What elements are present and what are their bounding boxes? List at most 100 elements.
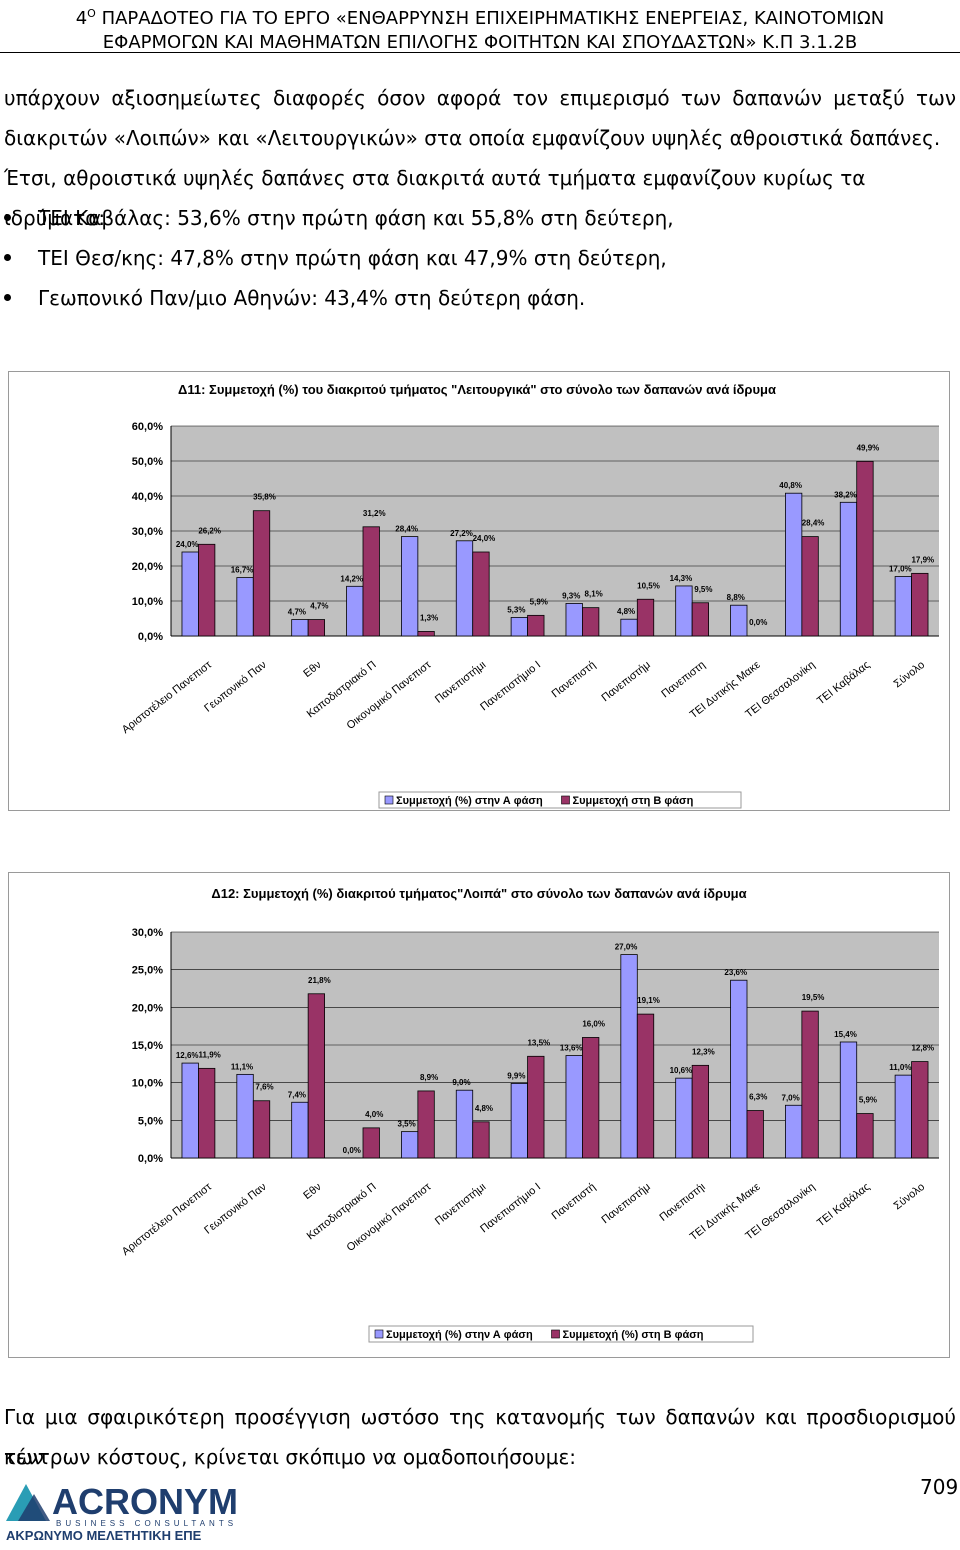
y-tick-label: 30,0% <box>132 927 163 939</box>
bar <box>236 577 254 637</box>
data-label: 17,9% <box>911 555 934 564</box>
chart-d12-svg: Δ12: Συμμετοχή (%) διακριτού τμήματος"Λο… <box>120 886 939 1343</box>
bar <box>839 501 858 637</box>
bar <box>636 1013 655 1159</box>
legend-label: Συμμετοχή (%) στην Α φάση <box>396 795 543 807</box>
bar <box>894 576 912 637</box>
bar <box>565 603 583 637</box>
bar <box>362 526 380 637</box>
bullet-icon <box>4 254 11 261</box>
page-number: 709 <box>920 1475 959 1499</box>
logo-name: ACRONYM <box>52 1481 238 1522</box>
data-label: 4,8% <box>475 1104 493 1113</box>
x-tick-label: Πανεπιστήμι <box>433 1181 489 1228</box>
legend-swatch <box>374 1329 384 1339</box>
y-tick-label: 20,0% <box>132 561 163 573</box>
bar <box>198 1067 216 1159</box>
y-tick-label: 25,0% <box>132 965 163 977</box>
data-label: 1,3% <box>420 613 438 622</box>
data-label: 23,6% <box>724 968 747 977</box>
data-label: 8,1% <box>585 590 603 599</box>
legend-label: Συμμετοχή (%) στην Α φάση <box>386 1329 533 1341</box>
header-line-1: ΠΑΡΑΔΟΤΕΟ ΓΙΑ ΤΟ ΕΡΓΟ «ΕΝΘΑΡΡΥΝΣΗ ΕΠΙΧΕΙ… <box>101 8 885 29</box>
intro-line-2: διακριτών «Λοιπών» και «Λειτουργικών» στ… <box>4 126 941 150</box>
outro-line-2: κέντρων κόστους, κρίνεται σκόπιμο να ομα… <box>4 1445 577 1469</box>
bar <box>582 607 600 637</box>
data-label: 19,1% <box>637 996 660 1005</box>
x-tick-label: Σύνολο <box>892 1181 928 1212</box>
bar <box>307 619 325 637</box>
logo-graphic: ACRONYM BUSINESS CONSULTANTS ΑΚΡΩΝΥΜΟ ΜΕ… <box>6 1481 238 1543</box>
data-label: 11,1% <box>231 1062 253 1071</box>
institution-list: ΤΕΙ Καβάλας: 53,6% στην πρώτη φάση και 5… <box>0 198 674 318</box>
data-label: 4,0% <box>365 1110 383 1119</box>
bar <box>636 598 655 637</box>
outro-line-1: Για μια σφαιρικότερη προσέγγιση ωστόσο τ… <box>4 1405 956 1469</box>
list-item: Γεωπονικό Παν/μιο Αθηνών: 43,4% στη δεύτ… <box>0 278 674 318</box>
header-number: 4 <box>75 8 88 29</box>
list-item-text: ΤΕΙ Θεσ/κης: 47,8% στην πρώτη φάση και 4… <box>38 246 667 270</box>
bar <box>346 585 364 637</box>
data-label: 0,0% <box>749 618 767 627</box>
bar <box>911 1061 929 1159</box>
data-label: 5,3% <box>507 605 525 614</box>
bar <box>510 617 528 637</box>
bar <box>417 1090 435 1159</box>
chart-d12: Δ12: Συμμετοχή (%) διακριτού τμήματος"Λο… <box>8 872 950 1358</box>
bar <box>839 1041 858 1159</box>
company-logo: ACRONYM BUSINESS CONSULTANTS ΑΚΡΩΝΥΜΟ ΜΕ… <box>4 1476 254 1546</box>
x-tick-label: Πανεπιστήμι <box>433 659 489 706</box>
data-label: 5,9% <box>530 597 548 606</box>
list-item-text: Γεωπονικό Παν/μιο Αθηνών: 43,4% στη δεύτ… <box>38 286 586 310</box>
y-tick-label: 10,0% <box>132 1078 163 1090</box>
data-label: 9,3% <box>562 591 580 600</box>
intro-line-3: Έτσι, αθροιστικά υψηλές δαπάνες στα διακ… <box>4 166 866 230</box>
bar <box>620 954 638 1159</box>
legend <box>368 1325 754 1343</box>
x-tick-label: Πανεπιστήι <box>657 1181 708 1224</box>
chart-d11-svg: Δ11: Συμμετοχή (%) του διακριτού τμήματο… <box>120 382 939 809</box>
bar <box>785 492 803 637</box>
bar <box>400 1131 419 1159</box>
logo-triangle-accent-icon <box>18 1494 50 1521</box>
data-label: 11,9% <box>199 1050 221 1059</box>
y-tick-label: 5,0% <box>138 1115 163 1127</box>
data-label: 11,0% <box>889 1063 911 1072</box>
bar <box>675 585 693 637</box>
bar <box>527 1055 545 1159</box>
bar <box>620 618 638 637</box>
y-tick-label: 50,0% <box>132 456 163 468</box>
legend-label: Συμμετοχή στη Β φάση <box>573 795 694 807</box>
bar <box>510 1083 528 1159</box>
data-label: 38,2% <box>834 490 857 499</box>
bar <box>455 1089 474 1159</box>
data-label: 0,0% <box>343 1146 361 1155</box>
bullet-icon <box>4 214 11 221</box>
bar <box>291 619 309 637</box>
data-label: 28,4% <box>395 525 418 534</box>
x-tick-label: Πανεπιστήμ <box>599 659 652 704</box>
bar <box>565 1055 583 1159</box>
data-label: 10,6% <box>670 1066 693 1075</box>
data-label: 26,2% <box>198 526 221 535</box>
data-label: 12,3% <box>692 1047 715 1056</box>
y-tick-label: 15,0% <box>132 1040 163 1052</box>
x-tick-label: Πανεπιστήμιο Ι <box>478 659 543 713</box>
data-label: 12,6% <box>176 1051 199 1060</box>
data-label: 4,8% <box>617 607 635 616</box>
bar <box>785 1104 803 1159</box>
data-label: 9,0% <box>452 1078 470 1087</box>
y-tick-label: 60,0% <box>132 421 163 433</box>
x-tick-label: Αριστοτέλειο Πανεπιστ <box>120 659 215 737</box>
data-label: 5,9% <box>859 1096 877 1105</box>
data-label: 6,3% <box>749 1093 767 1102</box>
list-item: ΤΕΙ Καβάλας: 53,6% στην πρώτη φάση και 5… <box>0 198 674 238</box>
data-label: 27,0% <box>615 943 638 952</box>
data-label: 10,5% <box>637 581 660 590</box>
data-label: 3,5% <box>398 1120 416 1129</box>
data-label: 15,4% <box>834 1030 857 1039</box>
y-tick-label: 10,0% <box>132 596 163 608</box>
y-tick-label: 30,0% <box>132 526 163 538</box>
legend-swatch <box>551 1329 560 1339</box>
logo-subtitle: ΑΚΡΩΝΥΜΟ ΜΕΛΕΤΗΤΙΚΗ ΕΠΕ <box>6 1528 202 1543</box>
